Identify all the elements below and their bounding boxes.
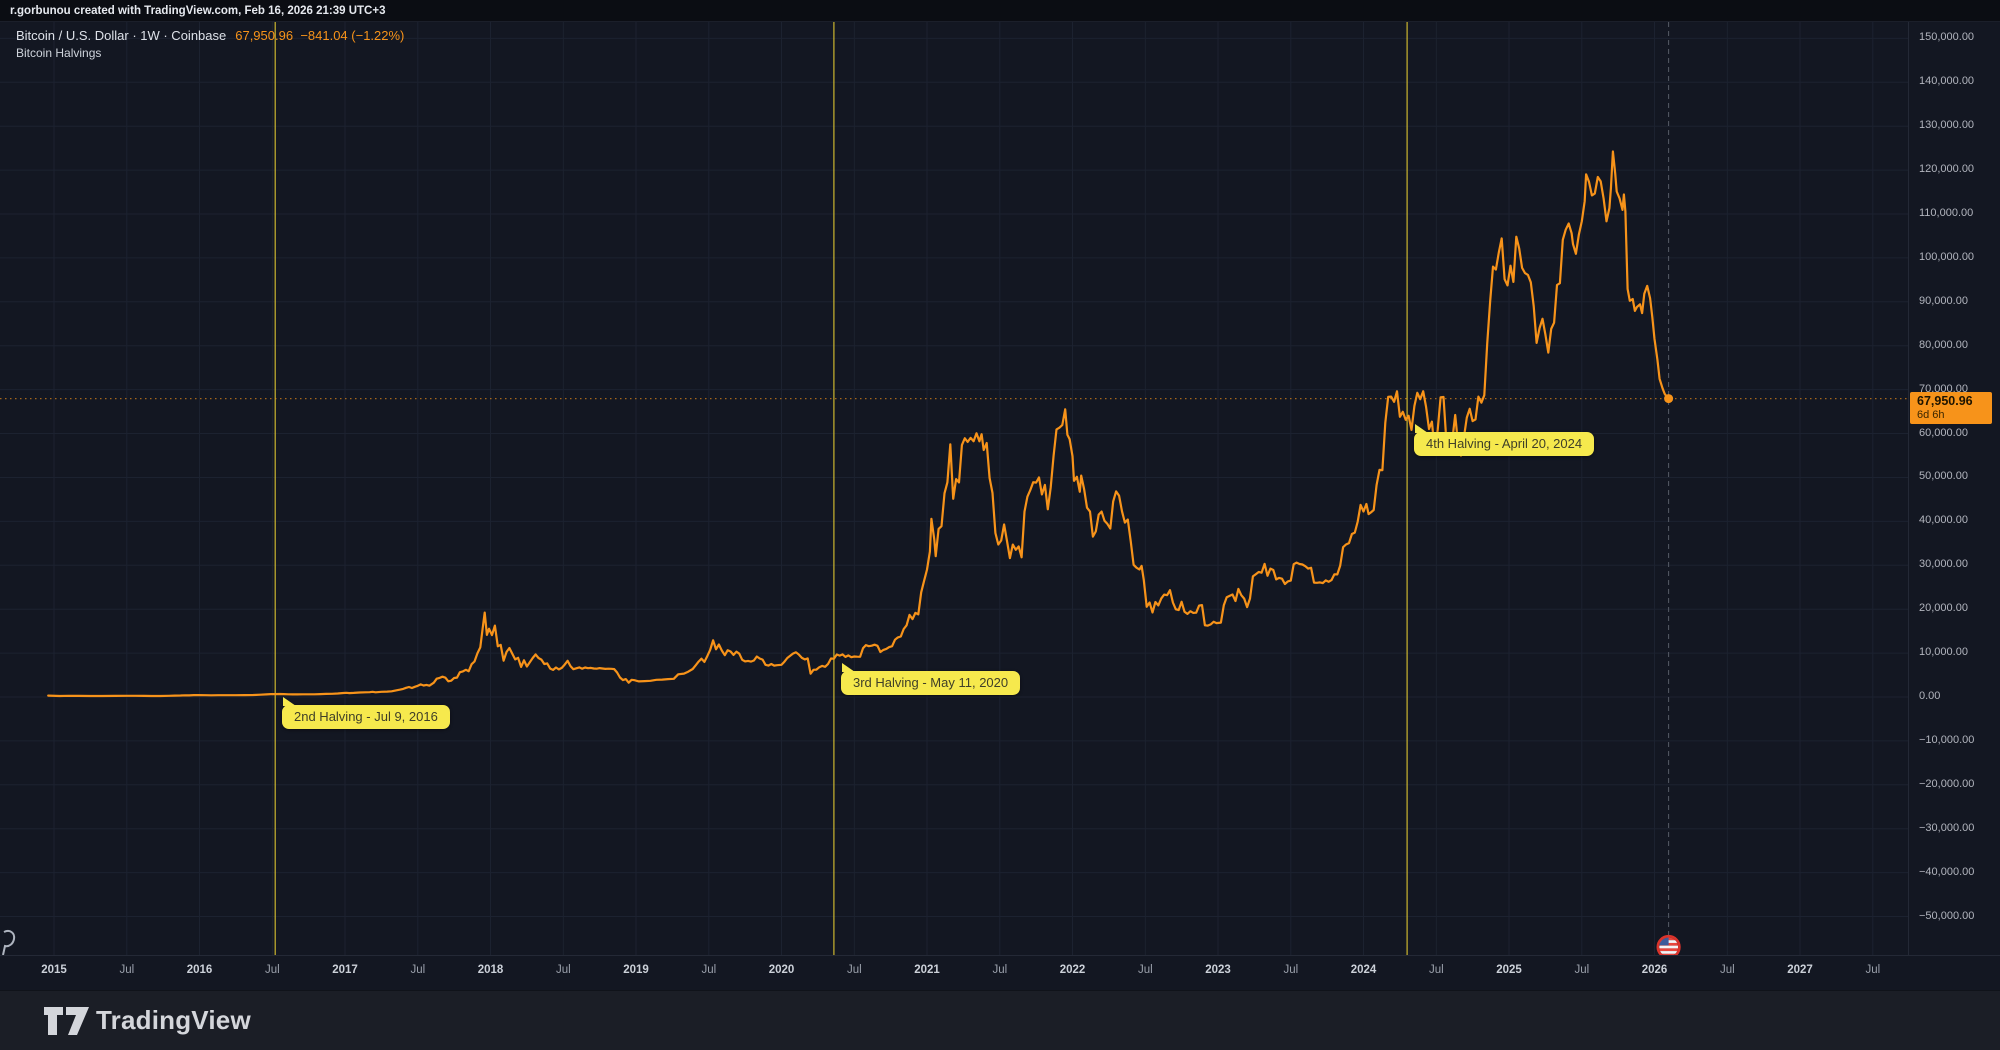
symbol-title[interactable]: Bitcoin / U.S. Dollar · 1W · Coinbase (16, 28, 227, 43)
time-scale-tick: 2025 (1496, 964, 1522, 976)
time-scale-tick: Jul (264, 964, 280, 976)
halving-lines (274, 22, 1408, 955)
time-scale[interactable]: 2015 Jul 2016 Jul 2017 Jul 2018 Jul 2019 Jul 2020 J… (0, 955, 2000, 991)
price-scale-tick: 20,000.00 (1919, 602, 1968, 614)
time-scale-tick: Jul (410, 964, 426, 976)
time-scale-tick: Jul (1865, 964, 1881, 976)
price-scale-tick: 90,000.00 (1919, 295, 1968, 307)
gridlines (0, 22, 1908, 955)
price-scale-tick: 80,000.00 (1919, 339, 1968, 351)
time-scale-tick: Jul (1137, 964, 1153, 976)
time-scale-tick: 2019 (623, 964, 649, 976)
last-price-value: 67,950.96 (1917, 394, 1973, 408)
price-scale-tick: 60,000.00 (1919, 427, 1968, 439)
chart-legend: Bitcoin / U.S. Dollar · 1W · Coinbase 67,… (16, 27, 404, 62)
price-scale-tick: −30,000.00 (1919, 822, 1975, 834)
time-scale-tick: Jul (1574, 964, 1590, 976)
time-scale-tick: Jul (555, 964, 571, 976)
clipped-drawing-icon (2, 929, 16, 956)
indicator-title[interactable]: Bitcoin Halvings (16, 46, 102, 60)
halving-callout-2nd[interactable]: 2nd Halving - Jul 9, 2016 (282, 697, 450, 729)
time-scale-tick: Jul (701, 964, 717, 976)
attribution-text: r.gorbunou created with TradingView.com,… (10, 5, 386, 17)
legend-change: −841.04 (−1.22%) (300, 28, 405, 43)
time-scale-tick: 2020 (768, 964, 795, 976)
footer-bar: TradingView (0, 990, 2000, 1050)
time-scale-tick: Jul (1719, 964, 1735, 976)
price-scale-tick: −10,000.00 (1919, 734, 1975, 746)
time-scale-tick: 2015 (41, 964, 67, 976)
price-scale-tick: 130,000.00 (1919, 119, 1975, 131)
bar-countdown: 6d 6h (1917, 409, 1945, 421)
time-scale-tick: Jul (1283, 964, 1299, 976)
time-scale-tick: Jul (992, 964, 1008, 976)
time-scale-tick: 2023 (1205, 964, 1231, 976)
tradingview-brand-text[interactable]: TradingView (96, 1005, 251, 1035)
time-scale-tick: 2022 (1059, 964, 1086, 976)
price-scale[interactable]: 150,000.00 140,000.00 130,000.00 120,000.00… (1908, 22, 2000, 990)
halving-callout-3nd[interactable]: 3rd Halving - May 11, 2020 (841, 663, 1021, 695)
price-scale-tick: 140,000.00 (1919, 75, 1975, 87)
time-scale-tick: Jul (1428, 964, 1444, 976)
time-scale-tick: Jul (119, 964, 135, 976)
price-scale-tick: 0.00 (1919, 690, 1941, 702)
price-scale-tick: 120,000.00 (1919, 163, 1975, 175)
legend-last-price: 67,950.96 (235, 28, 294, 43)
time-scale-tick: 2024 (1350, 964, 1377, 976)
time-scale-tick: 2026 (1641, 964, 1668, 976)
price-scale-tick: 10,000.00 (1919, 646, 1968, 658)
price-scale-tick: 110,000.00 (1919, 207, 1974, 219)
tradingview-logo-icon[interactable] (44, 1007, 90, 1035)
time-scale-tick: 2017 (332, 964, 358, 976)
price-scale-tick: 30,000.00 (1919, 558, 1968, 570)
price-scale-tick: −40,000.00 (1919, 866, 1975, 878)
halving-callout-4nd[interactable]: 4th Halving - April 20, 2024 (1414, 424, 1595, 456)
time-scale-tick: 2021 (914, 964, 940, 976)
time-scale-tick: 2027 (1787, 964, 1813, 976)
time-scale-tick: 2016 (186, 964, 213, 976)
price-scale-tick: −20,000.00 (1919, 778, 1975, 790)
time-scale-tick: Jul (846, 964, 862, 976)
price-scale-tick: 40,000.00 (1919, 514, 1968, 526)
price-scale-tick: 150,000.00 (1919, 31, 1975, 43)
price-scale-tick: 100,000.00 (1919, 251, 1975, 263)
last-price-axis-label: 67,950.96 6d 6h (1910, 392, 1992, 424)
attribution-bar: r.gorbunou created with TradingView.com,… (0, 0, 2000, 22)
price-scale-tick: −50,000.00 (1919, 910, 1975, 922)
time-scale-tick: 2018 (477, 964, 504, 976)
price-scale-tick: 50,000.00 (1919, 470, 1968, 482)
last-price-dot (1664, 394, 1674, 404)
